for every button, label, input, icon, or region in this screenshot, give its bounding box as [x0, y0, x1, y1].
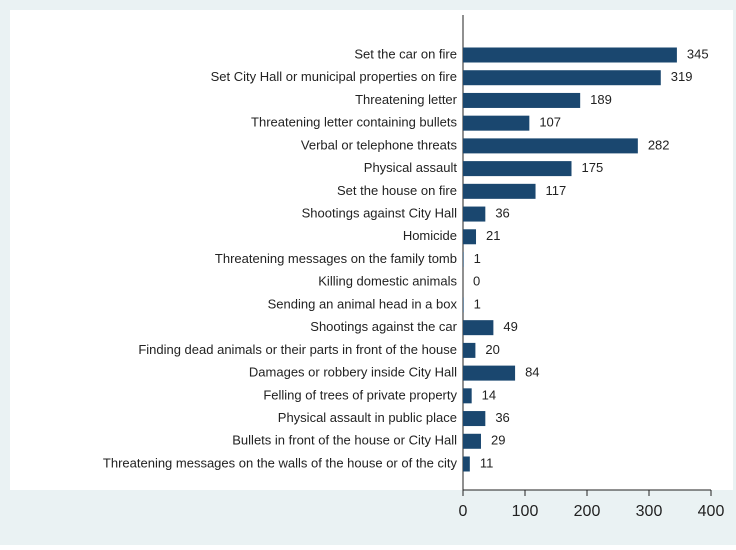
x-tick-label: 400	[698, 503, 725, 520]
y-tick-label: Physical assault in public place	[278, 410, 457, 425]
y-tick-label: Sending an animal head in a box	[268, 296, 458, 311]
y-tick-label: Shootings against the car	[310, 319, 457, 334]
value-label: 11	[480, 455, 494, 470]
value-label: 319	[671, 69, 693, 84]
y-tick-label: Felling of trees of private property	[263, 387, 457, 402]
plot-area	[10, 10, 733, 490]
y-tick-label: Homicide	[403, 228, 457, 243]
y-tick-label: Threatening letter	[355, 92, 458, 107]
y-tick-label: Finding dead animals or their parts in f…	[138, 342, 457, 357]
bar	[463, 411, 486, 427]
y-tick-label: Threatening letter containing bullets	[251, 115, 457, 130]
y-tick-label: Threatening messages on the family tomb	[215, 251, 457, 266]
value-label: 1	[474, 251, 481, 266]
y-tick-label: Damages or robbery inside City Hall	[249, 365, 457, 380]
bar	[463, 47, 677, 63]
bar	[463, 365, 516, 381]
bar	[463, 297, 464, 313]
bar	[463, 252, 464, 267]
bar	[463, 115, 530, 131]
bar	[463, 206, 486, 222]
y-tick-label: Set the house on fire	[337, 183, 457, 198]
bar	[463, 229, 477, 245]
bar	[463, 433, 481, 449]
value-label: 175	[582, 160, 604, 175]
value-label: 117	[546, 183, 567, 198]
bar	[463, 138, 638, 154]
y-tick-label: Set the car on fire	[354, 46, 457, 61]
y-tick-label: Shootings against City Hall	[302, 205, 457, 220]
bar	[463, 320, 494, 336]
value-label: 345	[687, 46, 709, 61]
value-label: 36	[495, 410, 509, 425]
y-tick-label: Physical assault	[364, 160, 458, 175]
y-tick-label: Threatening messages on the walls of the…	[103, 455, 458, 470]
bar	[463, 388, 472, 404]
y-tick-label: Set City Hall or municipal properties on…	[211, 69, 457, 84]
x-tick-label: 300	[636, 503, 663, 520]
bar	[463, 183, 536, 199]
value-label: 1	[474, 296, 481, 311]
bar	[463, 92, 581, 108]
value-label: 0	[473, 274, 480, 289]
value-label: 36	[495, 205, 509, 220]
bar	[463, 161, 572, 177]
value-label: 29	[491, 433, 505, 448]
value-label: 20	[485, 342, 499, 357]
bar	[463, 342, 476, 358]
value-label: 14	[482, 387, 496, 402]
bar	[463, 70, 661, 86]
value-label: 107	[539, 115, 561, 130]
x-tick-label: 100	[512, 503, 539, 520]
y-tick-label: Verbal or telephone threats	[301, 137, 458, 152]
value-label: 282	[648, 137, 670, 152]
x-tick-label: 200	[574, 503, 601, 520]
value-label: 189	[590, 92, 612, 107]
y-tick-label: Bullets in front of the house or City Ha…	[232, 433, 457, 448]
x-tick-label: 0	[459, 503, 468, 520]
y-tick-label: Killing domestic animals	[318, 274, 457, 289]
value-label: 21	[486, 228, 500, 243]
bar	[463, 456, 470, 472]
value-label: 49	[503, 319, 517, 334]
value-label: 84	[525, 365, 539, 380]
